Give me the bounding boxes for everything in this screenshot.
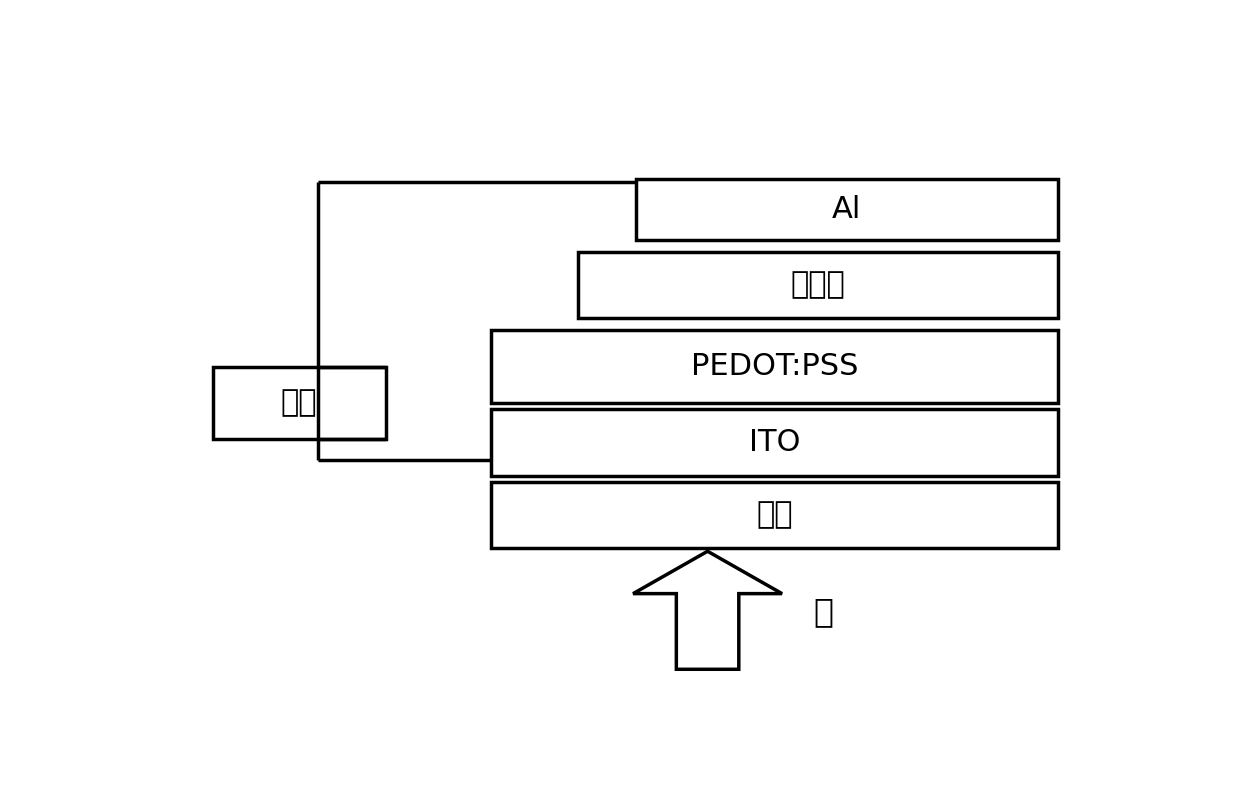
Bar <box>491 330 1058 403</box>
Bar <box>491 409 1058 476</box>
Bar <box>635 179 1058 240</box>
Bar <box>578 252 1058 318</box>
Text: ITO: ITO <box>749 428 801 457</box>
Bar <box>213 367 386 439</box>
Text: 输出: 输出 <box>281 388 317 417</box>
Text: 光: 光 <box>813 595 833 628</box>
Text: PEDOT:PSS: PEDOT:PSS <box>691 352 858 381</box>
Text: Al: Al <box>832 195 862 224</box>
Text: 玻璃: 玻璃 <box>756 501 794 530</box>
Text: 活性层: 活性层 <box>791 270 846 299</box>
Polygon shape <box>634 551 782 670</box>
Bar <box>491 482 1058 549</box>
